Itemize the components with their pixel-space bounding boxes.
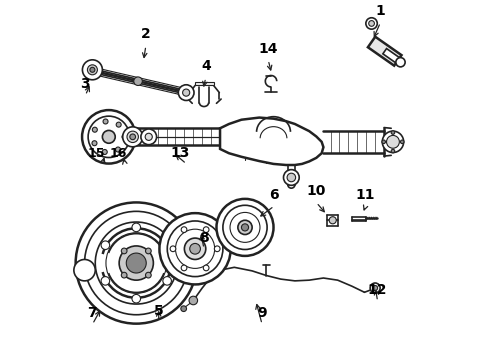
Text: 16: 16 (110, 147, 127, 159)
Text: 10: 10 (307, 184, 326, 198)
Circle shape (122, 272, 127, 278)
Circle shape (141, 129, 157, 145)
Circle shape (146, 248, 151, 254)
Circle shape (203, 265, 209, 271)
Circle shape (370, 283, 380, 293)
Circle shape (284, 170, 299, 185)
Circle shape (146, 272, 151, 278)
Text: 12: 12 (368, 283, 388, 297)
Circle shape (132, 223, 141, 232)
Circle shape (387, 135, 399, 148)
Circle shape (170, 246, 176, 252)
Circle shape (145, 133, 152, 140)
Circle shape (122, 134, 127, 139)
Circle shape (366, 18, 377, 29)
Circle shape (101, 276, 110, 285)
Circle shape (75, 202, 197, 324)
Circle shape (382, 140, 386, 144)
Polygon shape (195, 82, 214, 85)
Circle shape (214, 246, 220, 252)
Circle shape (74, 260, 95, 281)
Text: 7: 7 (88, 306, 97, 320)
Circle shape (382, 131, 404, 153)
Circle shape (372, 285, 378, 291)
Circle shape (238, 220, 252, 234)
Circle shape (126, 253, 146, 273)
Circle shape (181, 227, 187, 233)
Circle shape (391, 131, 395, 134)
Circle shape (163, 241, 172, 249)
Circle shape (368, 21, 374, 26)
Text: 9: 9 (257, 306, 267, 320)
Text: 2: 2 (141, 27, 151, 41)
Circle shape (181, 265, 187, 271)
Circle shape (178, 85, 194, 100)
Circle shape (87, 65, 98, 75)
Circle shape (82, 60, 102, 80)
Text: 8: 8 (199, 230, 209, 244)
Text: 13: 13 (171, 146, 190, 159)
Circle shape (396, 58, 405, 67)
Circle shape (127, 131, 138, 143)
Circle shape (116, 122, 121, 127)
Text: 3: 3 (80, 77, 90, 91)
Polygon shape (383, 49, 402, 65)
Circle shape (183, 89, 190, 96)
Circle shape (217, 199, 273, 256)
Circle shape (102, 130, 115, 143)
Circle shape (203, 227, 209, 233)
Text: 1: 1 (376, 4, 385, 18)
Circle shape (101, 241, 110, 249)
Circle shape (189, 296, 197, 305)
Text: 5: 5 (154, 303, 164, 318)
Text: 15: 15 (87, 147, 105, 159)
Circle shape (122, 127, 143, 147)
Circle shape (134, 77, 142, 85)
Circle shape (132, 294, 141, 303)
Circle shape (116, 147, 121, 152)
Circle shape (82, 110, 136, 163)
Circle shape (92, 127, 98, 132)
Polygon shape (368, 37, 401, 66)
Circle shape (119, 246, 153, 280)
Circle shape (92, 141, 97, 146)
Circle shape (190, 243, 200, 254)
Circle shape (400, 140, 404, 144)
Circle shape (102, 149, 107, 154)
Circle shape (287, 173, 295, 182)
Text: 4: 4 (201, 59, 211, 73)
Circle shape (242, 224, 248, 231)
Circle shape (122, 248, 127, 254)
Text: 14: 14 (258, 41, 278, 55)
Circle shape (163, 276, 172, 285)
Circle shape (391, 149, 395, 153)
Circle shape (184, 238, 206, 260)
Circle shape (130, 134, 136, 140)
Circle shape (90, 67, 95, 72)
Polygon shape (220, 118, 323, 165)
Circle shape (329, 217, 336, 224)
Text: 6: 6 (270, 188, 279, 202)
Circle shape (103, 119, 108, 124)
Text: 11: 11 (356, 188, 375, 202)
Circle shape (159, 213, 231, 284)
Circle shape (181, 306, 187, 311)
